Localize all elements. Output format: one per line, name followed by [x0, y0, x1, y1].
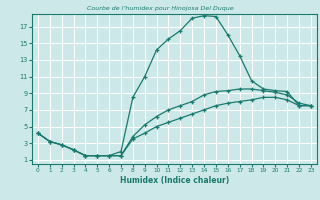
- X-axis label: Humidex (Indice chaleur): Humidex (Indice chaleur): [120, 176, 229, 185]
- Text: Courbe de l’humidex pour Hinojosa Del Duque: Courbe de l’humidex pour Hinojosa Del Du…: [87, 6, 233, 11]
